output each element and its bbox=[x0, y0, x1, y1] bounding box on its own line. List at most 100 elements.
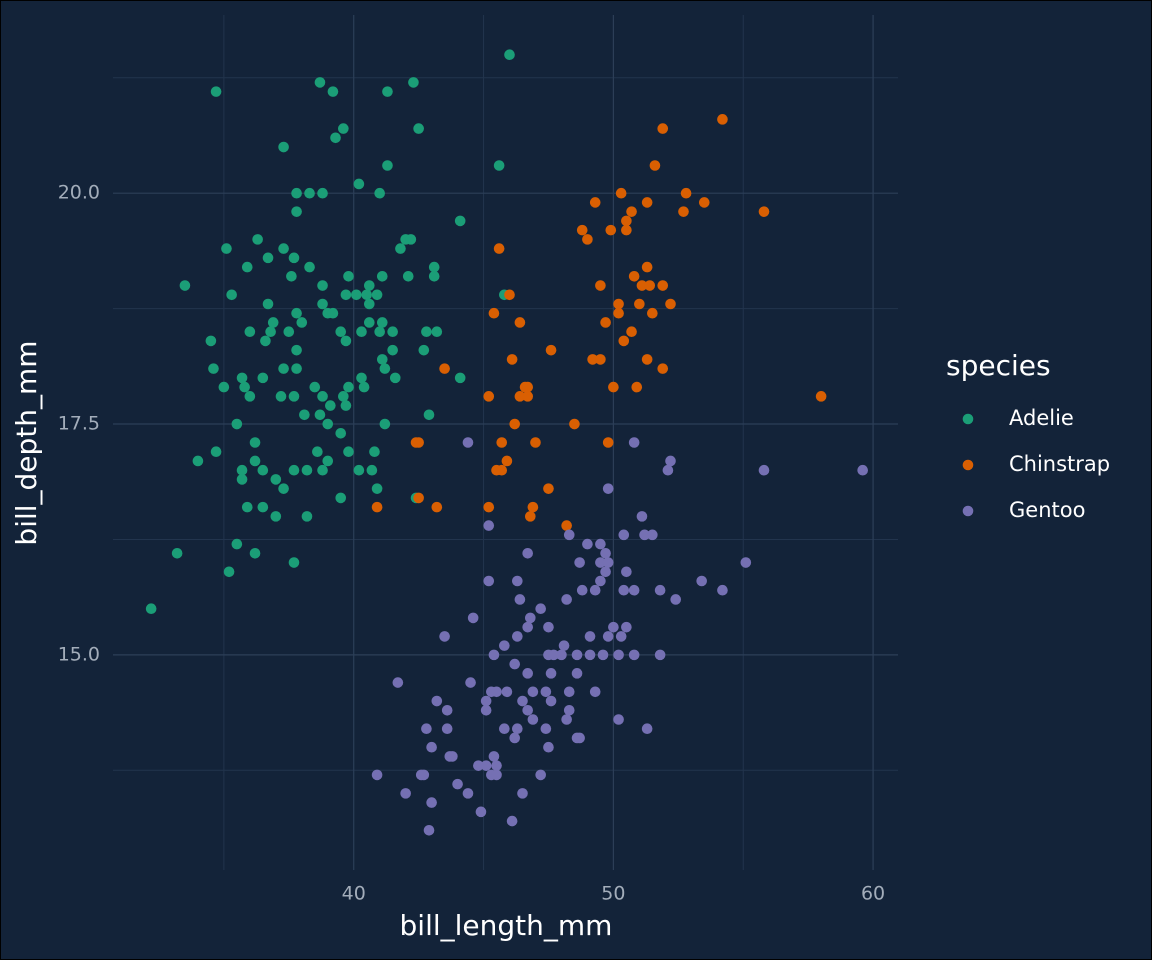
point bbox=[241, 261, 253, 273]
grid bbox=[113, 15, 898, 870]
point bbox=[335, 492, 347, 504]
point bbox=[408, 77, 419, 88]
point bbox=[644, 280, 656, 291]
point bbox=[343, 446, 354, 458]
point bbox=[506, 354, 518, 365]
point bbox=[628, 584, 640, 596]
point bbox=[582, 538, 593, 550]
point bbox=[600, 547, 611, 559]
point bbox=[376, 317, 388, 328]
point bbox=[486, 686, 497, 698]
point bbox=[335, 326, 347, 338]
point bbox=[654, 649, 666, 661]
point bbox=[628, 437, 640, 448]
point bbox=[595, 538, 606, 550]
point bbox=[556, 649, 567, 661]
point bbox=[548, 649, 559, 661]
point bbox=[587, 354, 598, 365]
point bbox=[613, 298, 624, 310]
point bbox=[288, 557, 300, 568]
point bbox=[286, 271, 297, 282]
point bbox=[717, 584, 728, 596]
point bbox=[504, 289, 515, 301]
point bbox=[499, 723, 510, 735]
point bbox=[441, 704, 453, 716]
point bbox=[657, 280, 669, 291]
point bbox=[527, 714, 539, 725]
point bbox=[249, 437, 261, 448]
point bbox=[522, 704, 534, 716]
point bbox=[278, 141, 289, 153]
point bbox=[602, 437, 614, 448]
point bbox=[501, 455, 513, 467]
point bbox=[327, 86, 339, 97]
point bbox=[371, 769, 383, 781]
point bbox=[421, 723, 432, 735]
point bbox=[589, 584, 601, 596]
point bbox=[662, 464, 674, 476]
point bbox=[223, 566, 235, 578]
point bbox=[278, 363, 289, 374]
point bbox=[208, 363, 219, 374]
point bbox=[641, 723, 653, 735]
point bbox=[595, 557, 606, 568]
point bbox=[410, 437, 422, 448]
point bbox=[343, 381, 354, 393]
point bbox=[815, 391, 827, 402]
point bbox=[361, 289, 373, 301]
point bbox=[657, 123, 669, 134]
point bbox=[618, 335, 630, 347]
point bbox=[561, 594, 572, 605]
point bbox=[608, 621, 619, 633]
point bbox=[634, 298, 645, 310]
point bbox=[602, 483, 614, 494]
point bbox=[563, 529, 575, 541]
point bbox=[296, 317, 308, 328]
point bbox=[374, 326, 385, 338]
point bbox=[501, 686, 513, 698]
point bbox=[758, 206, 770, 217]
point bbox=[231, 418, 243, 430]
point bbox=[291, 187, 302, 199]
point bbox=[462, 788, 474, 799]
point bbox=[584, 631, 596, 642]
point bbox=[353, 464, 365, 476]
point bbox=[356, 326, 367, 338]
point bbox=[522, 381, 534, 393]
point bbox=[535, 603, 546, 614]
legend: Adelie Chinstrap Gentoo bbox=[962, 406, 1110, 522]
point bbox=[291, 206, 302, 217]
point bbox=[322, 418, 334, 430]
point bbox=[179, 280, 191, 291]
point bbox=[621, 215, 632, 227]
point bbox=[602, 631, 614, 642]
point bbox=[426, 741, 437, 753]
point bbox=[210, 446, 222, 458]
legend-label: Chinstrap bbox=[1009, 452, 1110, 476]
point bbox=[402, 271, 414, 282]
point bbox=[257, 501, 269, 513]
point bbox=[262, 298, 274, 310]
point bbox=[509, 658, 521, 670]
point bbox=[647, 307, 658, 319]
point bbox=[467, 612, 479, 624]
legend-swatch bbox=[962, 413, 974, 425]
point bbox=[574, 732, 585, 744]
point bbox=[275, 391, 287, 402]
point bbox=[613, 307, 624, 319]
point bbox=[400, 788, 411, 799]
point bbox=[309, 381, 321, 393]
point bbox=[364, 298, 375, 310]
point bbox=[670, 594, 682, 605]
point bbox=[647, 529, 658, 541]
point bbox=[330, 132, 341, 144]
point bbox=[628, 649, 640, 661]
point bbox=[244, 391, 256, 402]
point bbox=[512, 723, 523, 735]
point bbox=[509, 418, 521, 430]
point bbox=[543, 621, 554, 633]
point bbox=[249, 547, 261, 559]
